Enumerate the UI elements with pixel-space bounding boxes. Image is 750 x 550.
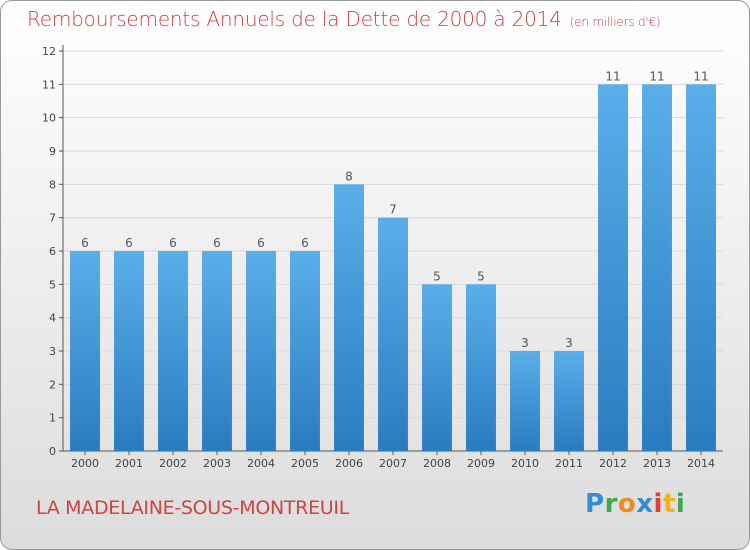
bar-2013[interactable] (642, 84, 672, 451)
y-tick-label: 1 (49, 412, 56, 425)
data-label: 3 (565, 336, 573, 350)
bar-2011[interactable] (554, 351, 584, 451)
x-tick-label: 2001 (115, 457, 143, 470)
data-label: 7 (389, 203, 397, 217)
bar-2004[interactable] (246, 251, 276, 451)
x-tick-label: 2007 (379, 457, 407, 470)
y-tick-label: 8 (49, 178, 56, 191)
y-tick-label: 9 (49, 145, 56, 158)
data-label: 6 (257, 236, 265, 250)
bar-2010[interactable] (510, 351, 540, 451)
bars (70, 84, 716, 452)
data-label: 6 (169, 236, 177, 250)
data-label: 6 (81, 236, 89, 250)
x-tick-label: 2013 (643, 457, 671, 470)
data-labels: 6 6 6 6 6 6 8 7 5 5 3 3 11 11 11 (81, 69, 708, 350)
data-label: 11 (605, 69, 620, 83)
x-tick-label: 2014 (687, 457, 715, 470)
x-tick-label: 2004 (247, 457, 275, 470)
data-label: 11 (649, 69, 664, 83)
bar-2001[interactable] (114, 251, 144, 451)
x-tick-label: 2002 (159, 457, 187, 470)
bar-2006[interactable] (334, 184, 364, 452)
y-tick-label: 10 (42, 112, 56, 125)
x-tick-label: 2010 (511, 457, 539, 470)
bar-2003[interactable] (202, 251, 232, 451)
bar-2012[interactable] (598, 84, 628, 451)
bar-2007[interactable] (378, 217, 408, 451)
x-tick-label: 2011 (555, 457, 583, 470)
y-tick-label: 6 (49, 245, 56, 258)
bar-2009[interactable] (466, 284, 496, 451)
x-tick-label: 2012 (599, 457, 627, 470)
y-tick-label: 12 (42, 45, 56, 58)
y-tick-label: 11 (42, 78, 56, 91)
y-tick-label: 5 (49, 278, 56, 291)
data-label: 3 (521, 336, 529, 350)
x-tick-label: 2009 (467, 457, 495, 470)
x-tick-label: 2000 (71, 457, 99, 470)
proxiti-logo[interactable]: Proxiti (585, 489, 686, 519)
title-text: Remboursements Annuels de la Dette de 20… (27, 7, 562, 31)
x-tick-labels: 2000 2001 2002 2003 2004 2005 2006 2007 2008 2009… (71, 457, 715, 470)
data-label: 8 (345, 169, 353, 183)
commune-name: LA MADELAINE-SOUS-MONTREUIL (36, 497, 349, 519)
bar-2008[interactable] (422, 284, 452, 451)
bar-2002[interactable] (158, 251, 188, 451)
data-label: 5 (433, 269, 441, 283)
title-unit: (en milliers d'€) (569, 15, 661, 29)
bar-2000[interactable] (70, 251, 100, 451)
y-tick-label: 4 (49, 312, 56, 325)
data-label: 6 (213, 236, 221, 250)
bar-2014[interactable] (686, 84, 716, 451)
y-tick-label: 0 (49, 445, 56, 458)
x-tick-label: 2003 (203, 457, 231, 470)
x-tick-label: 2006 (335, 457, 363, 470)
data-label: 11 (693, 69, 708, 83)
data-label: 6 (301, 236, 309, 250)
data-label: 6 (125, 236, 133, 250)
y-tick-label: 2 (49, 378, 56, 391)
chart-title: Remboursements Annuels de la Dette de 20… (27, 7, 661, 31)
x-tick-label: 2008 (423, 457, 451, 470)
x-tick-label: 2005 (291, 457, 319, 470)
y-tick-label: 7 (49, 212, 56, 225)
bar-2005[interactable] (290, 251, 320, 451)
y-tick-label: 3 (49, 345, 56, 358)
data-label: 5 (477, 269, 485, 283)
